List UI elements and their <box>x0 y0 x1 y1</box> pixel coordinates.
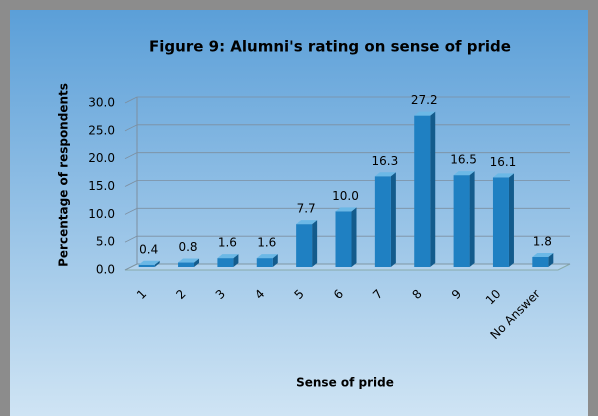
bar <box>335 211 352 267</box>
value-label: 0.8 <box>178 240 197 254</box>
y-tick-label: 0.0 <box>96 263 115 277</box>
bar <box>296 224 313 267</box>
y-tick-label: 20.0 <box>88 151 115 165</box>
value-label: 16.3 <box>372 154 399 168</box>
value-label: 7.7 <box>297 202 316 216</box>
value-label: 1.6 <box>218 236 237 250</box>
bar-side <box>548 252 554 267</box>
y-tick-label: 25.0 <box>88 123 115 137</box>
y-tick-label: 10.0 <box>88 207 115 221</box>
bar-side <box>154 260 160 267</box>
value-label: 16.1 <box>490 155 517 169</box>
bar <box>217 258 234 267</box>
bar-top <box>335 207 357 212</box>
bar <box>453 175 470 267</box>
bar <box>138 264 155 267</box>
grid-line-depth <box>124 235 138 243</box>
value-label: 1.6 <box>257 236 276 250</box>
grid-line-depth <box>124 124 138 132</box>
bar <box>532 256 549 267</box>
bar-top <box>414 111 436 116</box>
grid-line-depth <box>124 152 138 160</box>
bar-side <box>430 111 436 267</box>
bar <box>256 258 273 267</box>
bar-top <box>256 254 278 259</box>
value-label: 10.0 <box>332 189 359 203</box>
x-axis-title: Sense of pride <box>296 376 394 390</box>
bar <box>374 176 391 267</box>
grid-line-depth <box>124 207 138 215</box>
bar-top <box>453 171 475 176</box>
value-label: 16.5 <box>450 153 477 167</box>
bar-side <box>194 258 200 267</box>
bar-top <box>374 172 396 177</box>
bar <box>492 177 509 267</box>
y-tick-label: 15.0 <box>88 179 115 193</box>
bar <box>178 262 195 267</box>
y-tick-label: 5.0 <box>96 235 115 249</box>
value-label: 27.2 <box>411 93 438 107</box>
value-label: 0.4 <box>139 242 158 256</box>
bar-top <box>492 173 514 178</box>
chart-title: Figure 9: Alumni's rating on sense of pr… <box>149 38 511 56</box>
y-tick-label: 30.0 <box>88 96 115 110</box>
bar-side <box>312 220 318 267</box>
bar-top <box>138 260 160 265</box>
bar-side <box>390 172 396 267</box>
bar-side <box>272 254 278 267</box>
value-label: 1.8 <box>533 234 552 248</box>
grid-line-depth <box>124 263 138 271</box>
bar-top <box>178 258 200 263</box>
grid-line-depth <box>124 96 138 104</box>
bar-top <box>296 220 318 225</box>
bar-top <box>532 252 554 257</box>
grid-line-depth <box>124 180 138 187</box>
bar-side <box>469 171 475 267</box>
y-axis-title: Percentage of respondents <box>57 83 71 267</box>
bar-top <box>217 254 239 259</box>
background <box>10 10 588 416</box>
bar-side <box>351 207 357 267</box>
bar <box>414 115 431 267</box>
bar-side <box>508 173 514 267</box>
bar-side <box>233 254 239 267</box>
